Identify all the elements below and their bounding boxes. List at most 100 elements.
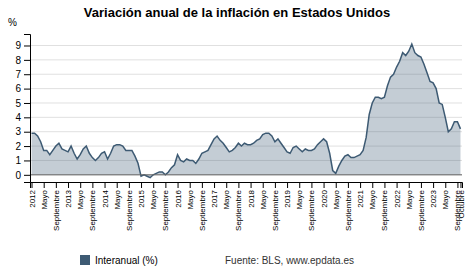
y-tick: 9 <box>15 40 30 51</box>
zero-line <box>30 174 462 175</box>
x-tick: Septiembre <box>307 182 316 231</box>
x-tick-label: Mayo <box>76 189 85 209</box>
x-tick-label: 2020 <box>320 189 329 207</box>
x-axis: 2012MayoSeptiembre2013MayoSeptiembre2014… <box>28 182 466 231</box>
x-tick-mark <box>275 182 276 188</box>
x-tick-label: Mayo <box>441 189 450 209</box>
x-tick-mark <box>360 182 361 188</box>
y-tick-mark <box>24 117 30 118</box>
y-tick: 6 <box>15 83 30 94</box>
legend-swatch <box>80 255 90 265</box>
y-tick: 3 <box>15 126 30 137</box>
y-tick-label: 2 <box>15 141 21 152</box>
x-tick: Mayo <box>441 182 450 210</box>
chart: 01234567892012MayoSeptiembre2013MayoSept… <box>0 0 474 278</box>
x-tick-label: Mayo <box>222 189 231 209</box>
x-tick-label: Mayo <box>405 189 414 209</box>
x-tick-mark <box>460 182 461 188</box>
x-tick: Mayo <box>259 182 268 210</box>
x-tick: Septiembre <box>161 182 170 231</box>
y-tick: 0 <box>15 170 30 181</box>
x-tick-mark <box>141 182 142 188</box>
x-tick: Septiembre <box>234 182 243 231</box>
area <box>32 44 461 178</box>
x-tick-label: Septiembre <box>307 189 316 230</box>
x-tick: Septiembre <box>52 182 61 231</box>
y-tick-label: 7 <box>15 69 21 80</box>
marks <box>32 44 461 178</box>
x-tick: 2013 <box>64 182 73 208</box>
x-axis-line <box>31 183 463 189</box>
x-tick-label: Mayo <box>40 189 49 209</box>
grid-line <box>30 174 462 175</box>
x-tick: Mayo <box>405 182 414 210</box>
x-tick-mark <box>445 182 446 188</box>
line <box>32 44 461 178</box>
y-tick-mark <box>24 132 30 133</box>
x-tick: Septiembre <box>271 182 280 231</box>
x-tick-mark <box>311 182 312 188</box>
x-tick-mark <box>299 182 300 188</box>
x-tick-mark <box>287 182 288 188</box>
x-tick-mark <box>80 182 81 188</box>
x-tick-mark <box>105 182 106 188</box>
x-tick: 2017 <box>210 182 219 208</box>
x-tick-mark <box>433 182 434 188</box>
x-tick-mark <box>178 182 179 188</box>
y-tick-label: 5 <box>15 98 21 109</box>
x-tick: 2018 <box>247 182 256 208</box>
y-tick-mark <box>24 175 30 176</box>
x-tick-mark <box>397 182 398 188</box>
x-tick-label: Septiembre <box>234 189 243 230</box>
x-tick-label: Septiembre <box>380 189 389 230</box>
x-tick-mark <box>153 182 154 188</box>
grid-line <box>30 45 462 46</box>
x-tick-label: 2012 <box>28 189 37 207</box>
y-tick: 4 <box>15 112 30 123</box>
x-tick-label: Mayo <box>113 189 122 209</box>
x-tick-label: 2015 <box>137 189 146 207</box>
x-tick: Octubre <box>457 182 466 218</box>
x-tick: 2023 <box>429 182 438 208</box>
y-tick: 7 <box>15 69 30 80</box>
x-tick: Mayo <box>332 182 341 210</box>
x-tick: 2015 <box>137 182 146 208</box>
y-tick-label: 0 <box>15 170 21 181</box>
legend: Interanual (%) <box>80 255 158 266</box>
y-tick-mark <box>24 103 30 104</box>
x-tick-label: 2013 <box>64 189 73 207</box>
y-tick-label: 3 <box>15 126 21 137</box>
x-tick: Septiembre <box>344 182 353 231</box>
y-axis-label: % <box>8 17 17 28</box>
x-tick-label: 2023 <box>429 189 438 207</box>
x-tick-mark <box>372 182 373 188</box>
title: Variación anual de la inflación en Estad… <box>84 5 390 20</box>
x-tick-mark <box>32 182 33 188</box>
x-tick: Mayo <box>368 182 377 210</box>
y-tick-mark <box>24 146 30 147</box>
y-tick-label: 1 <box>15 155 21 166</box>
x-tick-mark <box>263 182 264 188</box>
x-tick-label: Septiembre <box>271 189 280 230</box>
x-tick-label: 2017 <box>210 189 219 207</box>
x-tick: 2021 <box>356 182 365 208</box>
x-tick: 2016 <box>174 182 183 208</box>
legend-item: Interanual (%) <box>80 255 158 266</box>
x-tick-label: Septiembre <box>125 189 134 230</box>
y-axis-line <box>24 35 31 183</box>
x-tick-label: 2016 <box>174 189 183 207</box>
x-tick-label: 2019 <box>283 189 292 207</box>
x-tick: Mayo <box>222 182 231 210</box>
y-tick-mark <box>24 89 30 90</box>
x-tick: Mayo <box>40 182 49 210</box>
y-tick: 2 <box>15 141 30 152</box>
grid-line <box>30 59 462 60</box>
x-tick-mark <box>324 182 325 188</box>
x-tick-mark <box>409 182 410 188</box>
x-tick-mark <box>226 182 227 188</box>
x-tick-mark <box>214 182 215 188</box>
y-tick-label: 4 <box>15 112 21 123</box>
x-tick-mark <box>238 182 239 188</box>
x-tick-mark <box>117 182 118 188</box>
x-tick: Septiembre <box>380 182 389 231</box>
